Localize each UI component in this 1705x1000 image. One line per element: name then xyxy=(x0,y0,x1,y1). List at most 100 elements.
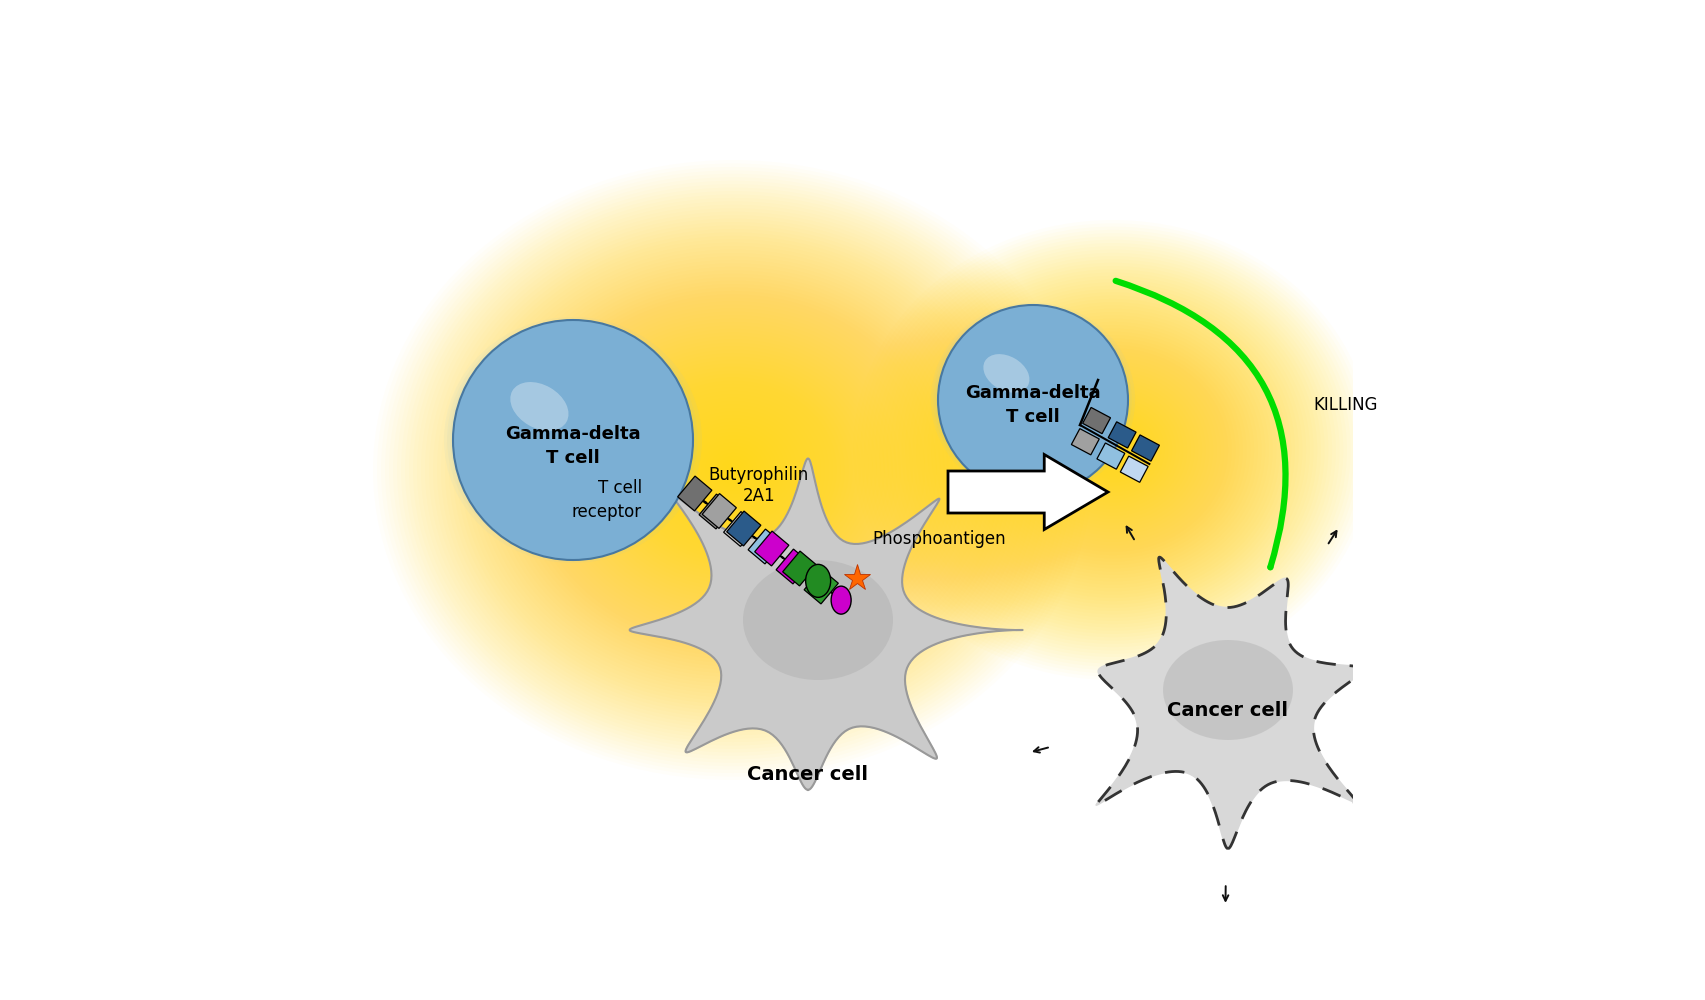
Ellipse shape xyxy=(830,586,851,614)
Ellipse shape xyxy=(510,382,568,431)
Polygon shape xyxy=(702,494,737,528)
Ellipse shape xyxy=(459,331,680,542)
Ellipse shape xyxy=(1006,374,1028,396)
Ellipse shape xyxy=(965,335,1086,452)
Ellipse shape xyxy=(951,323,1103,468)
Polygon shape xyxy=(803,569,837,604)
Ellipse shape xyxy=(955,326,1100,465)
Ellipse shape xyxy=(943,314,1117,481)
Ellipse shape xyxy=(474,346,658,522)
Ellipse shape xyxy=(496,366,629,493)
Ellipse shape xyxy=(999,367,1038,406)
Ellipse shape xyxy=(532,401,576,443)
Ellipse shape xyxy=(455,329,684,546)
Polygon shape xyxy=(677,476,711,511)
Polygon shape xyxy=(948,454,1107,529)
Ellipse shape xyxy=(1001,369,1035,403)
Text: T cell
receptor: T cell receptor xyxy=(571,479,641,521)
Text: Cancer cell: Cancer cell xyxy=(747,766,868,784)
Polygon shape xyxy=(1071,429,1098,455)
Ellipse shape xyxy=(515,384,602,468)
Ellipse shape xyxy=(1003,371,1032,399)
Ellipse shape xyxy=(508,378,612,476)
Ellipse shape xyxy=(530,398,581,447)
Ellipse shape xyxy=(1011,378,1021,389)
Polygon shape xyxy=(783,551,817,586)
Ellipse shape xyxy=(520,389,593,460)
Ellipse shape xyxy=(982,351,1062,429)
Ellipse shape xyxy=(960,330,1093,458)
Ellipse shape xyxy=(805,564,830,597)
Ellipse shape xyxy=(974,344,1072,439)
Ellipse shape xyxy=(967,337,1083,448)
Ellipse shape xyxy=(542,410,564,431)
Ellipse shape xyxy=(450,323,692,555)
Ellipse shape xyxy=(469,340,667,530)
Ellipse shape xyxy=(933,305,1130,494)
Text: KILLING: KILLING xyxy=(1313,396,1376,414)
Ellipse shape xyxy=(512,381,607,472)
Ellipse shape xyxy=(517,387,598,464)
Ellipse shape xyxy=(443,317,701,563)
Ellipse shape xyxy=(462,334,675,538)
Text: Butyrophilin
2A1: Butyrophilin 2A1 xyxy=(709,466,808,505)
Text: Phosphoantigen: Phosphoantigen xyxy=(871,530,1006,548)
Ellipse shape xyxy=(471,343,663,526)
Ellipse shape xyxy=(501,372,621,485)
Ellipse shape xyxy=(994,362,1045,412)
Ellipse shape xyxy=(982,354,1028,393)
Ellipse shape xyxy=(938,310,1124,488)
Ellipse shape xyxy=(996,365,1042,409)
Ellipse shape xyxy=(1013,381,1018,386)
Text: Cancer cell: Cancer cell xyxy=(1166,700,1287,720)
Ellipse shape xyxy=(535,404,573,439)
Polygon shape xyxy=(1130,435,1159,461)
Ellipse shape xyxy=(945,316,1113,478)
Polygon shape xyxy=(748,529,783,564)
Ellipse shape xyxy=(977,346,1069,435)
Ellipse shape xyxy=(486,358,641,505)
Polygon shape xyxy=(723,512,757,546)
Polygon shape xyxy=(1108,422,1136,448)
Ellipse shape xyxy=(984,353,1059,425)
Polygon shape xyxy=(726,511,760,546)
Ellipse shape xyxy=(500,369,624,489)
Polygon shape xyxy=(1096,557,1362,849)
Ellipse shape xyxy=(465,337,672,534)
Ellipse shape xyxy=(948,319,1110,474)
Polygon shape xyxy=(1120,456,1147,482)
Ellipse shape xyxy=(972,342,1076,442)
Ellipse shape xyxy=(991,360,1049,416)
Circle shape xyxy=(454,320,692,560)
Ellipse shape xyxy=(979,348,1066,432)
Ellipse shape xyxy=(934,307,1127,491)
Ellipse shape xyxy=(477,349,655,518)
Ellipse shape xyxy=(962,332,1089,455)
Ellipse shape xyxy=(1008,376,1025,393)
Text: Gamma-delta
T cell: Gamma-delta T cell xyxy=(505,425,641,467)
Polygon shape xyxy=(776,549,810,584)
Ellipse shape xyxy=(957,328,1096,461)
Ellipse shape xyxy=(547,416,556,423)
Ellipse shape xyxy=(989,358,1052,419)
Ellipse shape xyxy=(950,321,1107,471)
Ellipse shape xyxy=(527,395,585,451)
Text: Gamma-delta
T cell: Gamma-delta T cell xyxy=(965,384,1100,426)
Polygon shape xyxy=(629,458,1021,790)
Circle shape xyxy=(938,305,1127,495)
Polygon shape xyxy=(754,531,788,566)
Polygon shape xyxy=(1083,407,1110,434)
FancyArrowPatch shape xyxy=(1115,281,1286,567)
Ellipse shape xyxy=(523,392,590,456)
Ellipse shape xyxy=(939,312,1120,484)
Ellipse shape xyxy=(481,352,650,513)
Ellipse shape xyxy=(931,303,1134,497)
Ellipse shape xyxy=(539,407,568,435)
Ellipse shape xyxy=(454,326,689,551)
Ellipse shape xyxy=(493,363,633,497)
Ellipse shape xyxy=(985,355,1055,422)
Polygon shape xyxy=(699,494,733,529)
Ellipse shape xyxy=(484,355,646,509)
Ellipse shape xyxy=(968,339,1079,445)
Polygon shape xyxy=(1096,443,1124,469)
